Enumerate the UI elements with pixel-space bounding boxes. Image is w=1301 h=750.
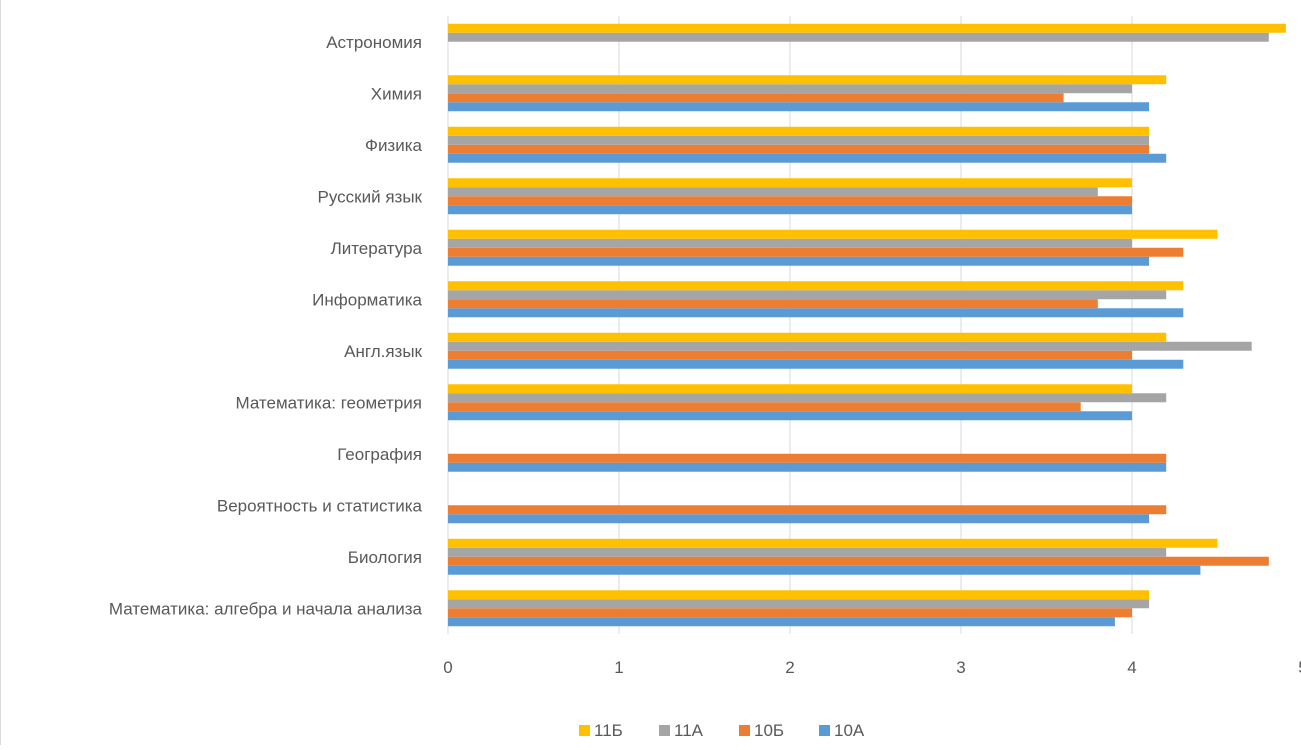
bar	[448, 402, 1081, 412]
bar	[448, 281, 1184, 291]
bar	[448, 599, 1150, 609]
legend-swatch	[659, 725, 670, 736]
bar	[448, 299, 1098, 309]
bar	[448, 238, 1132, 248]
bar	[448, 462, 1167, 472]
bar	[448, 565, 1201, 575]
category-label: Англ.язык	[344, 342, 422, 361]
legend: 11Б 11А 10Б 10А	[579, 721, 865, 740]
bar	[448, 256, 1150, 266]
bar	[448, 538, 1218, 548]
bar	[448, 187, 1098, 197]
tick-label: 2	[785, 658, 794, 677]
bar	[448, 84, 1132, 94]
bar	[448, 359, 1184, 369]
bar	[448, 384, 1132, 394]
tick-labels: 0 1 2 3 4 5	[443, 658, 1301, 677]
category-label: Русский язык	[318, 187, 423, 206]
bar	[448, 196, 1132, 206]
bar	[448, 341, 1252, 351]
bar	[448, 617, 1115, 627]
tick-label: 0	[443, 658, 452, 677]
tick-label: 5	[1298, 658, 1301, 677]
legend-swatch	[739, 725, 750, 736]
bar	[448, 308, 1184, 318]
bar	[448, 93, 1064, 103]
bar	[448, 547, 1167, 557]
bar	[448, 247, 1184, 257]
bar	[448, 178, 1132, 188]
category-label: Биология	[348, 548, 422, 567]
category-label: География	[337, 445, 422, 464]
grid-layer	[447, 16, 1133, 634]
bar	[448, 411, 1132, 421]
legend-label: 10Б	[754, 721, 784, 740]
bar	[448, 505, 1167, 515]
category-label: Физика	[365, 136, 423, 155]
legend-label: 10А	[834, 721, 865, 740]
bars-layer	[448, 23, 1286, 627]
bar	[448, 590, 1150, 600]
bar	[448, 290, 1167, 300]
legend-label: 11Б	[594, 721, 623, 740]
tick-label: 3	[956, 658, 965, 677]
category-label: Химия	[371, 84, 422, 103]
bar	[448, 153, 1167, 163]
bar	[448, 126, 1150, 136]
bar	[448, 453, 1167, 463]
legend-swatch	[579, 725, 590, 736]
bar	[448, 350, 1132, 360]
category-label: Математика: геометрия	[235, 393, 422, 412]
category-label: Астрономия	[326, 33, 422, 52]
bar	[448, 144, 1150, 154]
legend-label: 11А	[674, 721, 704, 740]
category-label: Вероятность и статистика	[217, 496, 423, 515]
bar	[448, 102, 1150, 112]
bar	[448, 608, 1132, 618]
bar	[448, 23, 1286, 33]
bar	[448, 332, 1167, 342]
category-label: Информатика	[312, 290, 422, 309]
tick-label: 1	[614, 658, 623, 677]
bar	[448, 556, 1269, 566]
category-labels: Математика: алгебра и начала анализа Биол…	[109, 33, 423, 619]
category-label: Литература	[331, 239, 423, 258]
bar	[448, 205, 1132, 215]
tick-label: 4	[1127, 658, 1136, 677]
legend-swatch	[819, 725, 830, 736]
bar	[448, 32, 1269, 42]
bar	[448, 229, 1218, 239]
bar	[448, 514, 1150, 524]
category-label: Математика: алгебра и начала анализа	[109, 599, 423, 618]
bar	[448, 393, 1167, 403]
bar	[448, 75, 1167, 85]
bar	[448, 135, 1150, 145]
